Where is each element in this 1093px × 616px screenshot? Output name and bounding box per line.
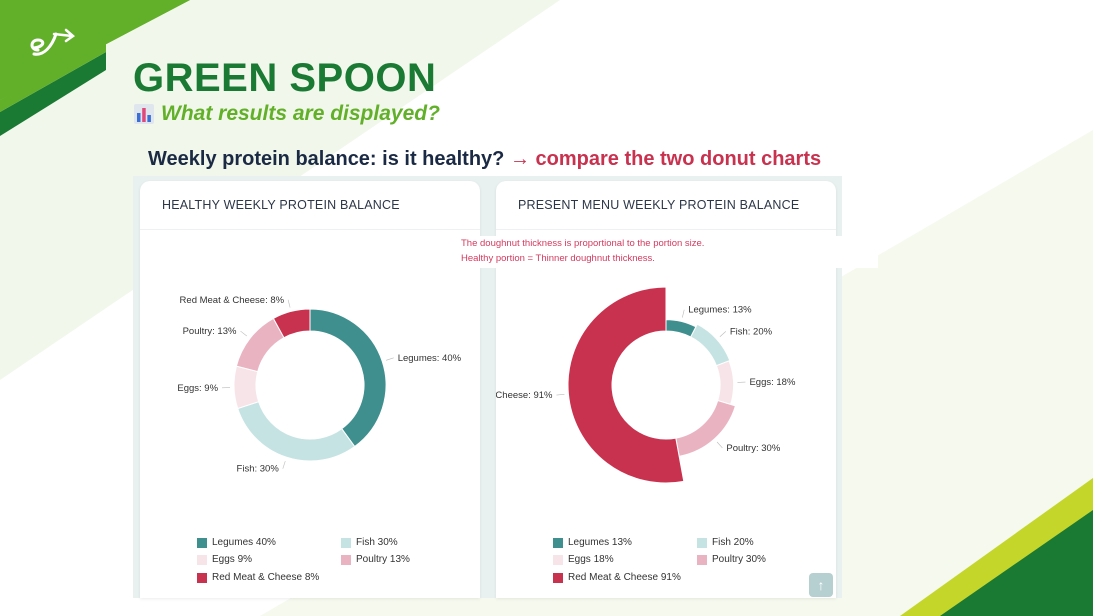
- legend-swatch: [341, 554, 351, 565]
- slice-label-fish: Fish: 30%: [237, 464, 280, 475]
- subtitle-text: What results are displayed?: [161, 102, 440, 125]
- slice-label-leader: [282, 460, 286, 469]
- legend-item-fish[interactable]: Fish 30%: [341, 537, 398, 548]
- present-donut-chart: Legumes: 13% Fish: 20% Eggs: 18% Poultry: 3…: [496, 286, 796, 484]
- donut-slice-poultry[interactable]: [235, 317, 285, 373]
- legend-label: Fish 20%: [712, 537, 754, 548]
- legend-swatch: [553, 572, 563, 583]
- legend-swatch: [197, 537, 207, 548]
- slice-label-eggs: Eggs: 18%: [749, 377, 795, 388]
- donut-slice-meat[interactable]: [272, 308, 311, 339]
- subtitle: What results are displayed?: [133, 102, 440, 126]
- legend-swatch: [341, 537, 351, 548]
- slice-label-eggs: Eggs: 9%: [177, 383, 218, 394]
- healthy-chart-title: HEALTHY WEEKLY PROTEIN BALANCE: [162, 198, 400, 212]
- legend-item-eggs[interactable]: Eggs 9%: [197, 554, 252, 565]
- legend-swatch: [697, 554, 707, 565]
- arrow-up-icon: ↑: [817, 577, 825, 593]
- legend-swatch: [553, 537, 563, 548]
- note-line-2: Healthy portion = Thinner doughnut thick…: [461, 253, 655, 264]
- legend-swatch: [197, 554, 207, 565]
- slice-label-poultry: Poultry: 30%: [726, 443, 780, 454]
- healthy-chart-card: HEALTHY WEEKLY PROTEIN BALANCE Legumes: …: [140, 181, 480, 598]
- note-line-1: The doughnut thickness is proportional t…: [461, 238, 705, 249]
- slice-label-fish: Fish: 20%: [730, 326, 773, 337]
- legend-label: Red Meat & Cheese 91%: [568, 572, 681, 583]
- legend-label: Poultry 13%: [356, 554, 410, 565]
- legend-item-poultry[interactable]: Poultry 13%: [341, 554, 410, 565]
- legend-item-poultry[interactable]: Poultry 30%: [697, 554, 766, 565]
- headline: Weekly protein balance: is it healthy? →…: [148, 148, 821, 171]
- divider: [496, 229, 836, 230]
- legend-item-legumes[interactable]: Legumes 40%: [197, 537, 276, 548]
- present-chart-title: PRESENT MENU WEEKLY PROTEIN BALANCE: [518, 198, 800, 212]
- legend-item-meat[interactable]: Red Meat & Cheese 91%: [553, 572, 681, 583]
- legend-label: Legumes 13%: [568, 537, 632, 548]
- slice-label-leader: [556, 394, 565, 396]
- donut-slice-eggs[interactable]: [715, 360, 735, 406]
- divider: [140, 229, 480, 230]
- legend-item-eggs[interactable]: Eggs 18%: [553, 554, 614, 565]
- slice-label-poultry: Poultry: 13%: [183, 326, 237, 337]
- legend-label: Legumes 40%: [212, 537, 276, 548]
- legend-label: Red Meat & Cheese 8%: [212, 572, 320, 583]
- scroll-to-top-button[interactable]: ↑: [809, 573, 833, 597]
- legend-item-fish[interactable]: Fish 20%: [697, 537, 754, 548]
- donut-slice-meat[interactable]: [567, 286, 685, 484]
- legend-label: Eggs 18%: [568, 554, 614, 565]
- legend-swatch: [197, 572, 207, 583]
- legend-swatch: [553, 554, 563, 565]
- bar-chart-icon: [134, 104, 154, 124]
- legend-item-meat[interactable]: Red Meat & Cheese 8%: [197, 572, 319, 583]
- headline-accent: compare the two donut charts: [535, 148, 822, 170]
- legend-label: Fish 30%: [356, 537, 398, 548]
- slice-label-leader: [240, 330, 247, 337]
- slice-label-legumes: Legumes: 40%: [398, 353, 462, 364]
- slice-label-meat: Cheese: 91%: [496, 390, 553, 401]
- donut-slice-legumes[interactable]: [665, 319, 697, 338]
- slice-label-leader: [682, 309, 685, 318]
- slice-label-leader: [385, 357, 394, 361]
- legend-label: Poultry 30%: [712, 554, 766, 565]
- healthy-donut-chart: Legumes: 40% Fish: 30% Eggs: 9% Poultry: 13…: [177, 295, 462, 475]
- legend-swatch: [697, 537, 707, 548]
- slice-label-leader: [287, 299, 291, 308]
- legend-label: Eggs 9%: [212, 554, 253, 565]
- brand-title: GREEN SPOON: [133, 56, 437, 100]
- donut-slice-eggs[interactable]: [233, 365, 260, 410]
- headline-main: Weekly protein balance: is it healthy?: [148, 148, 505, 170]
- slice-label-leader: [719, 331, 727, 337]
- donut-slice-fish[interactable]: [690, 323, 731, 367]
- slice-label-meat: Red Meat & Cheese: 8%: [180, 295, 285, 306]
- legend-item-legumes[interactable]: Legumes 13%: [553, 537, 632, 548]
- thickness-note: The doughnut thickness is proportional t…: [461, 236, 878, 268]
- logo-icon: [30, 28, 76, 56]
- donut-slice-legumes[interactable]: [309, 308, 387, 448]
- headline-arrow: →: [509, 148, 530, 170]
- slice-label-legumes: Legumes: 13%: [688, 305, 752, 316]
- slice-label-leader: [716, 441, 723, 449]
- donut-slice-fish[interactable]: [237, 401, 356, 462]
